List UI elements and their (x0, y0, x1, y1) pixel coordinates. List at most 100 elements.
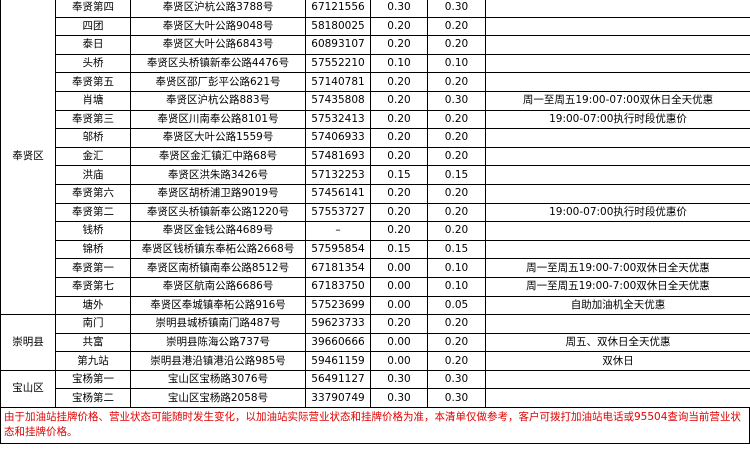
table-row: 四团 奉贤区大叶公路9048号 58180025 0.20 0.20 (1, 16, 750, 37)
price-b: 0.30 (427, 90, 486, 111)
phone: 58180025 (305, 16, 371, 37)
price-b: 0.20 (427, 35, 486, 55)
note (485, 314, 750, 334)
station-table: 奉贤区 奉贤第四 奉贤区沪杭公路3788号 67121556 0.30 0.30 四团 奉贤区… (0, 0, 750, 409)
table-row: 奉贤第六 奉贤区胡桥浦卫路9019号 57456141 0.20 0.20 (1, 183, 750, 204)
price-b: 0.10 (427, 53, 486, 74)
phone: 57481693 (305, 146, 371, 167)
station-name: 第九站 (55, 351, 131, 371)
address: 奉贤区大叶公路9048号 (130, 16, 306, 37)
address: 奉贤区沪杭公路883号 (130, 90, 306, 111)
station-name: 锦桥 (55, 239, 131, 260)
table-row: 宝山区 宝杨第一 宝山区宝杨路3076号 56491127 0.30 0.30 (0, 369, 750, 409)
note (485, 35, 750, 55)
station-name: 肖塘 (55, 90, 131, 111)
phone: 56491127 (305, 369, 371, 390)
station-name: 宝杨第一 (55, 369, 131, 390)
price-a: 0.30 (370, 369, 428, 390)
phone: 67181354 (305, 258, 371, 278)
address: 奉贤区沪杭公路3788号 (130, 0, 306, 18)
address: 奉贤区金钱公路4689号 (130, 221, 306, 241)
price-b: 0.20 (427, 72, 486, 92)
price-a: 0.15 (370, 239, 428, 260)
address: 崇明县港沿镇港沿公路985号 (130, 351, 306, 371)
price-a: 0.20 (370, 128, 428, 148)
station-name: 金汇 (55, 146, 131, 167)
station-name: 钱桥 (55, 221, 131, 241)
note (485, 369, 750, 390)
phone: 57523699 (305, 295, 371, 316)
district: 宝山区 (0, 369, 56, 409)
station-name: 头桥 (55, 53, 131, 74)
table-row: 奉贤第五 奉贤区邵厂彭平公路621号 57140781 0.20 0.20 (1, 72, 750, 92)
price-a: 0.00 (370, 276, 428, 297)
price-b: 0.10 (427, 276, 486, 297)
table-row: 洪庙 奉贤区洪朱路3426号 57132253 0.15 0.15 (1, 165, 750, 185)
station-name: 奉贤第四 (55, 0, 131, 18)
note (485, 165, 750, 185)
table-row: 泰日 奉贤区大叶公路6843号 60893107 0.20 0.20 (1, 35, 750, 55)
table-row: 奉贤第三 奉贤区川南奉公路8101号 57532413 0.20 0.20 19:00-0… (1, 109, 750, 130)
footer-note: 由于加油站挂牌价格、营业状态可能随时发生变化，以加油站实际营业状态和挂牌价格为准… (0, 408, 750, 445)
price-a: 0.20 (370, 90, 428, 111)
price-b: 0.15 (427, 239, 486, 260)
table-row: 奉贤第一 奉贤区南桥镇南奉公路8512号 67181354 0.00 0.10 周一至周五… (1, 258, 750, 278)
table-row: 塘外 奉贤区奉城镇奉柘公路916号 57523699 0.00 0.05 自助加油机全天优… (1, 295, 750, 316)
table-row: 头桥 奉贤区头桥镇新奉公路4476号 57552210 0.10 0.10 (1, 53, 750, 74)
station-name: 塘外 (55, 295, 131, 316)
price-a: 0.15 (370, 165, 428, 185)
note: 周一至周五19:00-7:00双休日全天优惠 (485, 276, 750, 297)
note (485, 388, 750, 409)
address: 奉贤区头桥镇新奉公路1220号 (130, 202, 306, 223)
phone: 57552210 (305, 53, 371, 74)
note (485, 0, 750, 18)
price-a: 0.20 (370, 35, 428, 55)
note: 周一至周五19:00-7:00双休日全天优惠 (485, 258, 750, 278)
station-name: 共富 (55, 332, 131, 353)
note: 双休日 (485, 351, 750, 371)
price-b: 0.30 (427, 369, 486, 390)
table-row: 邬桥 奉贤区大叶公路1559号 57406933 0.20 0.20 (1, 128, 750, 148)
note: 周一至周五19:00-07:00双休日全天优惠 (485, 90, 750, 111)
price-a: 0.20 (370, 72, 428, 92)
price-b: 0.20 (427, 128, 486, 148)
price-a: 0.20 (370, 202, 428, 223)
phone: 57140781 (305, 72, 371, 92)
price-b: 0.30 (427, 388, 486, 409)
note (485, 239, 750, 260)
table-row: 奉贤第七 奉贤区航南公路6686号 67183750 0.00 0.10 周一至周五19:… (1, 276, 750, 297)
price-a: 0.00 (370, 258, 428, 278)
phone: 57406933 (305, 128, 371, 148)
address: 宝山区宝杨路2058号 (130, 388, 306, 409)
price-b: 0.05 (427, 295, 486, 316)
price-a: 0.30 (370, 0, 428, 18)
note (485, 53, 750, 74)
address: 奉贤区头桥镇新奉公路4476号 (130, 53, 306, 74)
phone: 57132253 (305, 165, 371, 185)
table-row: 肖塘 奉贤区沪杭公路883号 57435808 0.20 0.30 周一至周五19:00-… (1, 90, 750, 111)
price-b: 0.20 (427, 202, 486, 223)
table-row: 奉贤第二 奉贤区头桥镇新奉公路1220号 57553727 0.20 0.20 19:00… (1, 202, 750, 223)
price-b: 0.20 (427, 351, 486, 371)
note (485, 128, 750, 148)
phone: 39660666 (305, 332, 371, 353)
table-row: 奉贤区 奉贤第四 奉贤区沪杭公路3788号 67121556 0.30 0.30 (0, 0, 750, 316)
phone: 67121556 (305, 0, 371, 18)
note (485, 221, 750, 241)
address: 崇明县城桥镇南门路487号 (130, 314, 306, 334)
station-name: 奉贤第三 (55, 109, 131, 130)
table-row: 共富 崇明县陈海公路737号 39660666 0.00 0.20 周五、双休日全天优惠 (1, 332, 750, 353)
note: 19:00-07:00执行时段优惠价 (485, 109, 750, 130)
note: 自助加油机全天优惠 (485, 295, 750, 316)
price-a: 0.00 (370, 295, 428, 316)
district: 崇明县 (0, 314, 56, 371)
table-row: 崇明县 南门 崇明县城桥镇南门路487号 59623733 0.20 0.20 (0, 314, 750, 371)
phone: – (305, 221, 371, 241)
station-name: 四团 (55, 16, 131, 37)
price-b: 0.10 (427, 258, 486, 278)
address: 奉贤区胡桥浦卫路9019号 (130, 183, 306, 204)
phone: 57435808 (305, 90, 371, 111)
phone: 57456141 (305, 183, 371, 204)
station-name: 泰日 (55, 35, 131, 55)
